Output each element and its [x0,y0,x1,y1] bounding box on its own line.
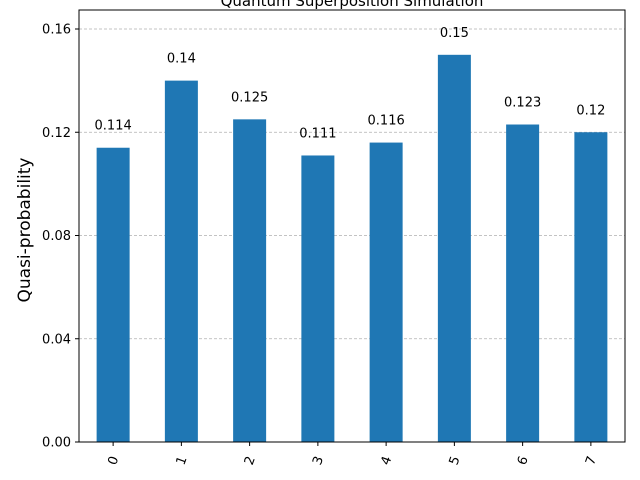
x-tick-label: 2 [242,454,259,467]
x-tick-label: 0 [105,454,122,467]
bar [437,54,471,442]
bar-value-label: 0.15 [440,26,469,41]
bar-value-label: 0.14 [167,52,196,67]
y-axis-title: Quasi-probability [15,158,35,303]
x-tick-label: 3 [310,454,327,467]
x-tick-label: 6 [515,454,532,467]
bar-value-label: 0.123 [504,96,541,111]
bar [506,124,540,442]
bar-value-label: 0.114 [95,119,132,134]
plot-frame [78,9,626,443]
y-tick-label: 0.00 [42,436,71,451]
bar [301,155,335,442]
y-tick-label: 0.08 [42,229,71,244]
y-axis: 0.00 0.04 0.08 0.12 0.16 [42,23,79,451]
y-tick-label: 0.12 [42,126,71,141]
bar [574,132,608,442]
bar [233,119,267,442]
x-tick-label: 1 [174,454,191,467]
x-tick-label: 5 [447,454,464,467]
x-tick-label: 7 [583,454,600,467]
x-tick-label: 4 [378,454,395,467]
bar-value-label: 0.125 [231,90,268,105]
x-axis: 0 1 2 3 4 5 6 7 [105,442,600,467]
bar-value-label: 0.12 [576,103,605,118]
y-tick-label: 0.16 [42,23,71,38]
bar-value-label: 0.111 [299,126,336,141]
bar [164,80,198,442]
bars [96,54,608,443]
gridlines [79,28,625,340]
data-labels: 0.114 0.14 0.125 0.111 0.116 0.15 0.123 0.12 [95,26,606,142]
chart-title: Quantum Superposition Simulation [221,0,484,10]
bar [96,147,130,443]
y-tick-label: 0.04 [42,332,71,347]
bar-value-label: 0.116 [368,114,405,129]
bar [369,142,403,442]
